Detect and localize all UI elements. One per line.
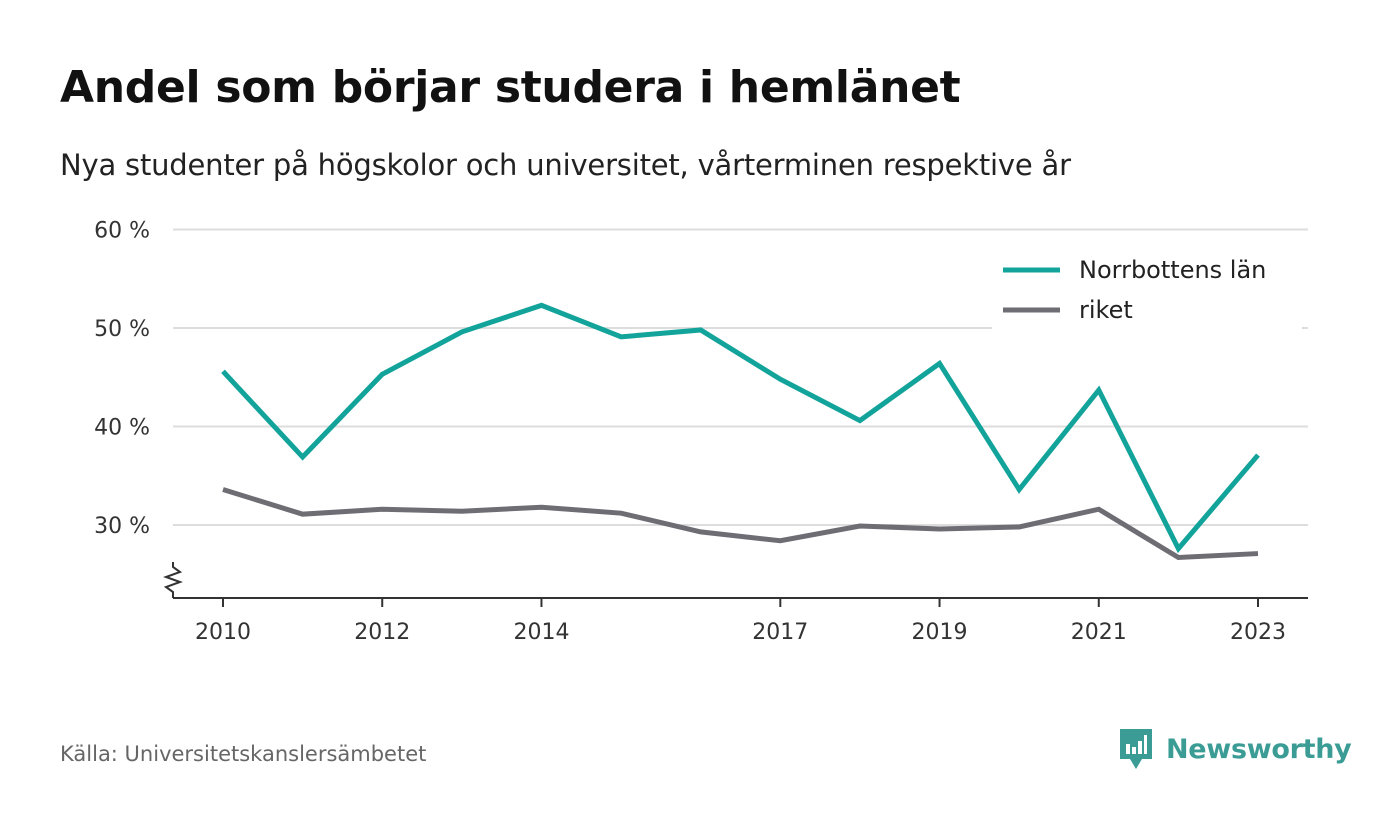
legend-label-1: Norrbottens län [1079,256,1266,284]
x-tick-label-2021: 2021 [1071,620,1127,645]
y-tick-label-50: 50 % [94,317,150,342]
y-tick-label-30: 30 % [94,514,150,539]
x-tick-label-2010: 2010 [195,620,251,645]
chart-subtitle: Nya studenter på högskolor och universit… [60,148,1071,182]
series-lines [221,302,1260,561]
x-axis-ticks: 2010 2012 2014 2017 2019 2021 2023 [195,598,1286,645]
legend-label-2: riket [1079,296,1133,324]
x-tick-label-2019: 2019 [912,620,968,645]
chart-title: Andel som börjar studera i hemlänet [60,62,961,113]
y-tick-label-40: 40 % [94,416,150,441]
line-chart: 30 % 40 % 50 % 60 % 2010 2012 2014 2017 2019 202… [94,219,1308,645]
y-axis-ticks: 30 % 40 % 50 % 60 % [94,219,150,540]
x-tick-label-2023: 2023 [1230,620,1286,645]
source-note: Källa: Universitetskanslersämbetet [60,742,427,766]
newsworthy-logo-icon [1120,729,1152,769]
brand-logo: Newsworthy [1118,727,1352,771]
x-tick-label-2012: 2012 [354,620,410,645]
legend-background [992,245,1302,345]
x-axis [163,562,1308,599]
series-line-2 [222,487,1259,561]
axis-break-icon [163,562,183,598]
legend: Norrbottens län riket [992,245,1302,345]
series-line-1 [221,302,1260,554]
x-tick-label-2014: 2014 [513,620,569,645]
y-tick-label-60: 60 % [94,219,150,244]
brand-name: Newsworthy [1166,733,1352,765]
x-tick-label-2017: 2017 [752,620,808,645]
